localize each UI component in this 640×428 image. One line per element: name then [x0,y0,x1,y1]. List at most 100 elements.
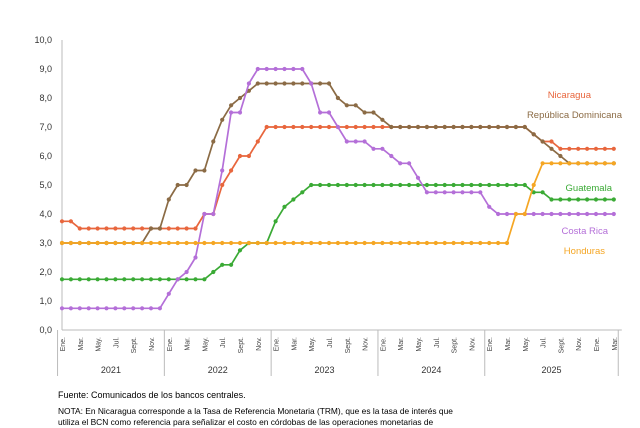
data-point [611,146,616,151]
data-point [175,240,180,246]
x-tick-label: Ene. [274,337,281,351]
x-tick-label: Jul. [327,337,334,348]
year-label: 2021 [101,365,121,375]
data-point [549,161,554,166]
data-point [282,81,287,86]
data-point [398,161,403,166]
data-point [451,124,456,130]
data-point [478,190,483,195]
data-point [558,211,563,217]
data-point [68,219,73,224]
data-point [318,182,323,188]
data-point [451,190,456,195]
data-point [291,66,296,72]
data-point [513,182,519,188]
data-point [166,226,171,231]
data-point [344,240,349,246]
data-point [291,240,296,246]
data-point [68,240,73,246]
data-point [220,168,225,173]
data-point [202,168,207,173]
data-point [300,240,305,246]
data-point [407,182,412,188]
data-point [300,81,305,86]
data-point [131,240,136,246]
data-point [567,161,572,166]
data-point [95,226,100,231]
data-point [576,146,581,151]
x-tick-label: May. [416,337,423,352]
data-point [77,277,82,282]
data-point [549,211,554,217]
data-point [220,182,225,188]
data-point [433,240,438,246]
data-point [282,66,287,72]
data-point [309,182,314,188]
data-point [567,211,572,217]
data-point [122,240,127,246]
data-point [442,182,447,188]
data-point [95,240,100,246]
data-point [211,139,216,144]
data-point [300,190,305,195]
data-point [148,277,154,282]
data-point [442,190,447,195]
y-tick-label: 5,0 [39,180,52,190]
data-point [237,95,243,101]
data-point [175,226,180,231]
y-tick-label: 8,0 [39,93,52,103]
data-point [558,146,563,151]
data-point [202,277,207,282]
data-point [326,81,332,86]
data-point [113,240,118,246]
data-point [371,124,376,130]
data-point [496,124,501,130]
data-point [113,277,118,282]
data-point [291,197,296,202]
y-tick-label: 7,0 [39,122,52,132]
data-point [282,240,287,246]
data-point [389,153,394,159]
x-tick-label: May. [202,337,209,352]
data-point [59,240,65,246]
data-point [157,226,162,231]
data-point [549,146,554,151]
data-point [371,240,376,246]
data-point [166,291,171,296]
x-tick-label: Mar. [291,337,298,351]
data-point [558,161,563,166]
data-point [362,182,367,188]
data-point [593,161,599,166]
data-point [309,240,314,246]
data-point [229,110,234,115]
data-point [131,277,136,282]
data-point [585,197,590,202]
data-point [478,124,483,130]
data-point [469,182,474,188]
x-tick-label: May. [523,337,530,352]
data-point [255,139,260,144]
data-point [398,182,403,188]
data-point [576,211,581,217]
data-point [229,168,234,173]
y-tick-label: 2,0 [39,267,52,277]
data-point [389,182,394,188]
data-point [487,124,492,130]
data-point [504,240,510,246]
data-point [237,248,243,253]
data-point [585,146,590,151]
data-point [611,161,616,166]
series-label: Guatemala [566,183,613,194]
data-point [220,240,225,246]
data-point [460,190,465,195]
x-tick-label: Sept. [345,337,352,353]
data-point [246,240,251,246]
x-tick-label: Ene. [594,337,601,351]
data-point [220,262,225,267]
data-point [353,240,358,246]
data-point [549,139,554,144]
data-point [193,168,198,173]
data-point [549,197,554,202]
data-point [496,240,501,246]
data-point [522,182,527,188]
